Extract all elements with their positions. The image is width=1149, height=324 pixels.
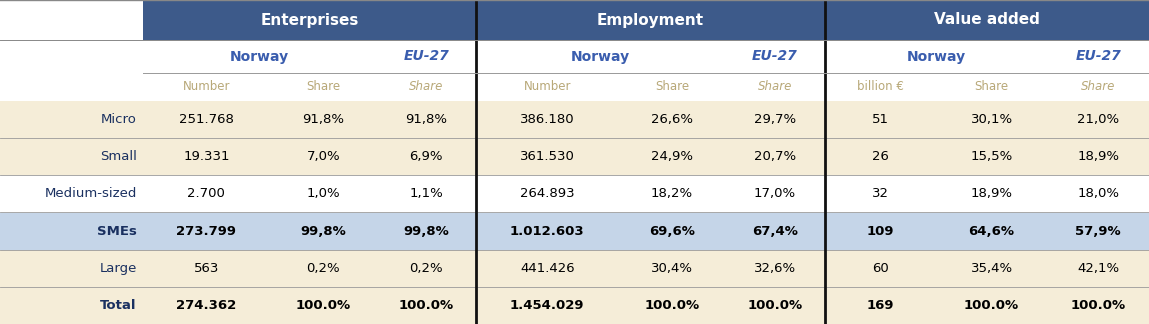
Text: 42,1%: 42,1% — [1077, 262, 1119, 275]
Bar — [0, 101, 1149, 138]
Text: 60: 60 — [872, 262, 888, 275]
Text: Norway: Norway — [230, 50, 290, 64]
Text: 1.454.029: 1.454.029 — [510, 299, 585, 312]
Bar — [0, 73, 1149, 101]
Text: 386.180: 386.180 — [520, 113, 574, 126]
Text: 169: 169 — [866, 299, 894, 312]
Text: EU-27: EU-27 — [751, 50, 797, 64]
Text: 1,1%: 1,1% — [409, 187, 444, 201]
Text: Small: Small — [100, 150, 137, 163]
Text: 1,0%: 1,0% — [307, 187, 340, 201]
Bar — [142, 0, 476, 40]
Text: 24,9%: 24,9% — [651, 150, 693, 163]
Text: Large: Large — [100, 262, 137, 275]
Text: 6,9%: 6,9% — [409, 150, 442, 163]
Text: 35,4%: 35,4% — [971, 262, 1012, 275]
Text: 26: 26 — [872, 150, 888, 163]
Text: 563: 563 — [194, 262, 219, 275]
Text: billion €: billion € — [857, 80, 903, 94]
Text: 273.799: 273.799 — [177, 225, 237, 237]
Text: 99,8%: 99,8% — [403, 225, 449, 237]
Text: 19.331: 19.331 — [183, 150, 230, 163]
Text: 20,7%: 20,7% — [754, 150, 796, 163]
Text: Share: Share — [757, 80, 792, 94]
Text: 0,2%: 0,2% — [409, 262, 444, 275]
Text: 32,6%: 32,6% — [754, 262, 796, 275]
Text: 100.0%: 100.0% — [964, 299, 1019, 312]
Text: 91,8%: 91,8% — [302, 113, 345, 126]
Text: 32: 32 — [872, 187, 888, 201]
Text: 91,8%: 91,8% — [406, 113, 447, 126]
Text: 100.0%: 100.0% — [645, 299, 700, 312]
Text: 109: 109 — [866, 225, 894, 237]
Text: Value added: Value added — [934, 13, 1040, 28]
Text: Share: Share — [1081, 80, 1116, 94]
Text: 274.362: 274.362 — [176, 299, 237, 312]
Bar — [825, 0, 1149, 40]
Text: 18,0%: 18,0% — [1077, 187, 1119, 201]
Text: 100.0%: 100.0% — [1071, 299, 1126, 312]
Text: 67,4%: 67,4% — [751, 225, 797, 237]
Text: Norway: Norway — [571, 50, 630, 64]
Text: 30,4%: 30,4% — [651, 262, 693, 275]
Text: 0,2%: 0,2% — [307, 262, 340, 275]
Text: 29,7%: 29,7% — [754, 113, 796, 126]
Text: 441.426: 441.426 — [520, 262, 574, 275]
Text: 100.0%: 100.0% — [747, 299, 802, 312]
Text: 2.700: 2.700 — [187, 187, 225, 201]
Text: 18,2%: 18,2% — [650, 187, 693, 201]
Text: 7,0%: 7,0% — [307, 150, 340, 163]
Text: 21,0%: 21,0% — [1077, 113, 1119, 126]
Text: 99,8%: 99,8% — [300, 225, 346, 237]
Text: 51: 51 — [872, 113, 888, 126]
Text: 69,6%: 69,6% — [649, 225, 695, 237]
Text: Share: Share — [409, 80, 444, 94]
Text: Enterprises: Enterprises — [260, 13, 358, 28]
Bar — [0, 40, 1149, 73]
Text: 18,9%: 18,9% — [971, 187, 1012, 201]
Bar — [0, 287, 1149, 324]
Text: Employment: Employment — [596, 13, 703, 28]
Text: Medium-sized: Medium-sized — [45, 187, 137, 201]
Text: 18,9%: 18,9% — [1077, 150, 1119, 163]
Bar — [476, 0, 825, 40]
Text: 1.012.603: 1.012.603 — [510, 225, 585, 237]
Text: 15,5%: 15,5% — [971, 150, 1012, 163]
Text: 361.530: 361.530 — [519, 150, 574, 163]
Text: EU-27: EU-27 — [403, 50, 449, 64]
Text: Share: Share — [306, 80, 340, 94]
Bar — [0, 138, 1149, 175]
Bar — [0, 250, 1149, 287]
Text: 17,0%: 17,0% — [754, 187, 796, 201]
Text: EU-27: EU-27 — [1075, 50, 1121, 64]
Text: Number: Number — [524, 80, 571, 94]
Text: 57,9%: 57,9% — [1075, 225, 1121, 237]
Text: 251.768: 251.768 — [179, 113, 234, 126]
Text: 64,6%: 64,6% — [969, 225, 1015, 237]
Text: 264.893: 264.893 — [520, 187, 574, 201]
Bar — [0, 213, 1149, 250]
Text: 100.0%: 100.0% — [399, 299, 454, 312]
Text: Share: Share — [974, 80, 1009, 94]
Text: 100.0%: 100.0% — [295, 299, 350, 312]
Text: 30,1%: 30,1% — [971, 113, 1012, 126]
Bar — [0, 0, 142, 40]
Text: Micro: Micro — [101, 113, 137, 126]
Bar — [0, 175, 1149, 213]
Text: 26,6%: 26,6% — [651, 113, 693, 126]
Text: Share: Share — [655, 80, 689, 94]
Text: Number: Number — [183, 80, 230, 94]
Text: SMEs: SMEs — [97, 225, 137, 237]
Text: Total: Total — [100, 299, 137, 312]
Text: Norway: Norway — [907, 50, 965, 64]
